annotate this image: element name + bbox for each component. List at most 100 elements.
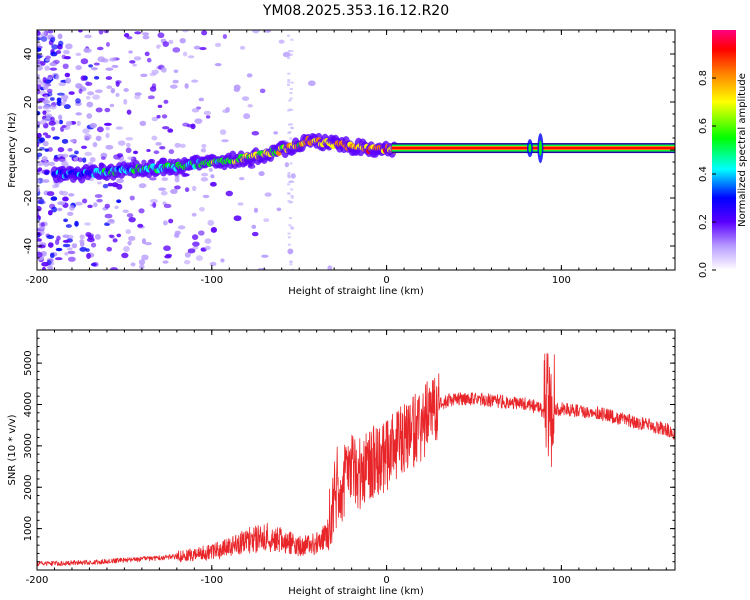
noise-speckle [138, 183, 147, 189]
noise-speckle [168, 39, 174, 45]
noise-speckle [139, 120, 147, 127]
noise-speckle [61, 124, 67, 128]
noise-speckle [247, 164, 256, 169]
noise-speckle [161, 177, 169, 182]
noise-speckle [62, 234, 70, 238]
noise-band-speckle [287, 172, 291, 175]
noise-speckle [208, 167, 213, 172]
noise-speckle [110, 267, 118, 270]
noise-speckle [95, 135, 102, 142]
noise-speckle [220, 258, 225, 263]
noise-speckle [65, 120, 73, 127]
noise-speckle [133, 56, 142, 61]
noise-band-speckle [287, 50, 291, 53]
noise-speckle [144, 242, 152, 246]
noise-speckle [37, 30, 40, 34]
snr-x-ticks: -200 -100 0 100 [26, 330, 667, 586]
noise-speckle [55, 247, 63, 252]
noise-speckle [37, 179, 40, 184]
noise-speckle [127, 240, 132, 246]
noise-speckle [252, 30, 260, 34]
noise-band-speckle [288, 217, 292, 220]
noise-speckle [290, 173, 296, 179]
noise-speckle [67, 211, 74, 217]
noise-speckle [47, 147, 53, 152]
noise-speckle [88, 64, 94, 68]
noise-speckle [37, 59, 42, 64]
noise-speckle [221, 139, 229, 143]
noise-speckle [83, 47, 89, 53]
noise-speckle [56, 100, 62, 107]
noise-speckle [46, 234, 55, 240]
noise-speckle [51, 44, 59, 50]
noise-speckle [37, 138, 44, 144]
noise-band-speckle [287, 123, 291, 126]
noise-band-speckle [289, 162, 293, 165]
noise-speckle [105, 67, 114, 71]
y-tick-label: 4000 [23, 392, 34, 417]
noise-speckle [111, 64, 119, 68]
noise-speckle [85, 95, 91, 100]
noise-speckle [75, 52, 82, 56]
noise-speckle [96, 198, 103, 203]
snr-marks [37, 352, 675, 567]
noise-speckle [94, 89, 103, 94]
noise-speckle [210, 227, 218, 233]
noise-speckle [91, 43, 96, 47]
noise-speckle [61, 94, 69, 100]
noise-speckle [241, 96, 250, 101]
noise-speckle [76, 120, 81, 126]
noise-speckle [81, 145, 88, 149]
noise-speckle [47, 209, 53, 216]
noise-speckle [104, 107, 111, 113]
noise-speckle [61, 161, 69, 167]
noise-speckle [77, 157, 84, 163]
noise-speckle [57, 33, 63, 40]
noise-band-speckle [290, 195, 294, 198]
noise-speckle [108, 234, 114, 238]
noise-speckle [65, 43, 73, 50]
noise-speckle [100, 156, 106, 160]
noise-speckle [37, 47, 42, 52]
noise-speckle [62, 49, 70, 55]
noise-speckle [150, 198, 158, 204]
noise-speckle [129, 195, 135, 201]
noise-band-speckle [289, 91, 293, 94]
noise-band-speckle [290, 268, 294, 270]
noise-speckle [91, 261, 99, 268]
noise-speckle [162, 41, 169, 47]
noise-band-speckle [286, 34, 290, 37]
noise-speckle [184, 83, 189, 89]
noise-speckle [165, 253, 173, 258]
colorbar: 0.0 0.2 0.4 0.6 0.8 Normalized spectral ampl… [698, 30, 748, 278]
noise-speckle [97, 181, 102, 185]
y-tick-label: 2000 [23, 475, 34, 500]
noise-speckle [62, 63, 69, 70]
noise-speckle [58, 82, 66, 87]
noise-band-speckle [289, 97, 293, 100]
noise-speckle [42, 110, 47, 115]
noise-band-speckle [287, 132, 291, 135]
noise-speckle [63, 56, 71, 60]
noise-speckle [65, 77, 72, 84]
colorbar-gradient [712, 30, 736, 270]
x-tick-label: 100 [552, 275, 571, 286]
noise-speckle [85, 248, 90, 252]
noise-band-speckle [287, 236, 291, 239]
noise-speckle [84, 222, 91, 226]
noise-speckle [137, 223, 144, 228]
colorbar-ticks: 0.0 0.2 0.4 0.6 0.8 [698, 70, 716, 278]
noise-speckle [126, 109, 132, 115]
noise-band-speckle [290, 81, 294, 84]
noise-band-speckle [290, 180, 294, 183]
noise-speckle [203, 110, 212, 116]
noise-speckle [92, 142, 98, 148]
noise-speckle [87, 204, 93, 209]
noise-speckle [87, 91, 95, 96]
noise-speckle [91, 67, 98, 71]
noise-band-speckle [289, 123, 293, 126]
noise-speckle [140, 73, 148, 78]
noise-speckle [130, 262, 136, 267]
spectrogram-y-ticks: -40 -20 0 20 40 [23, 29, 675, 271]
